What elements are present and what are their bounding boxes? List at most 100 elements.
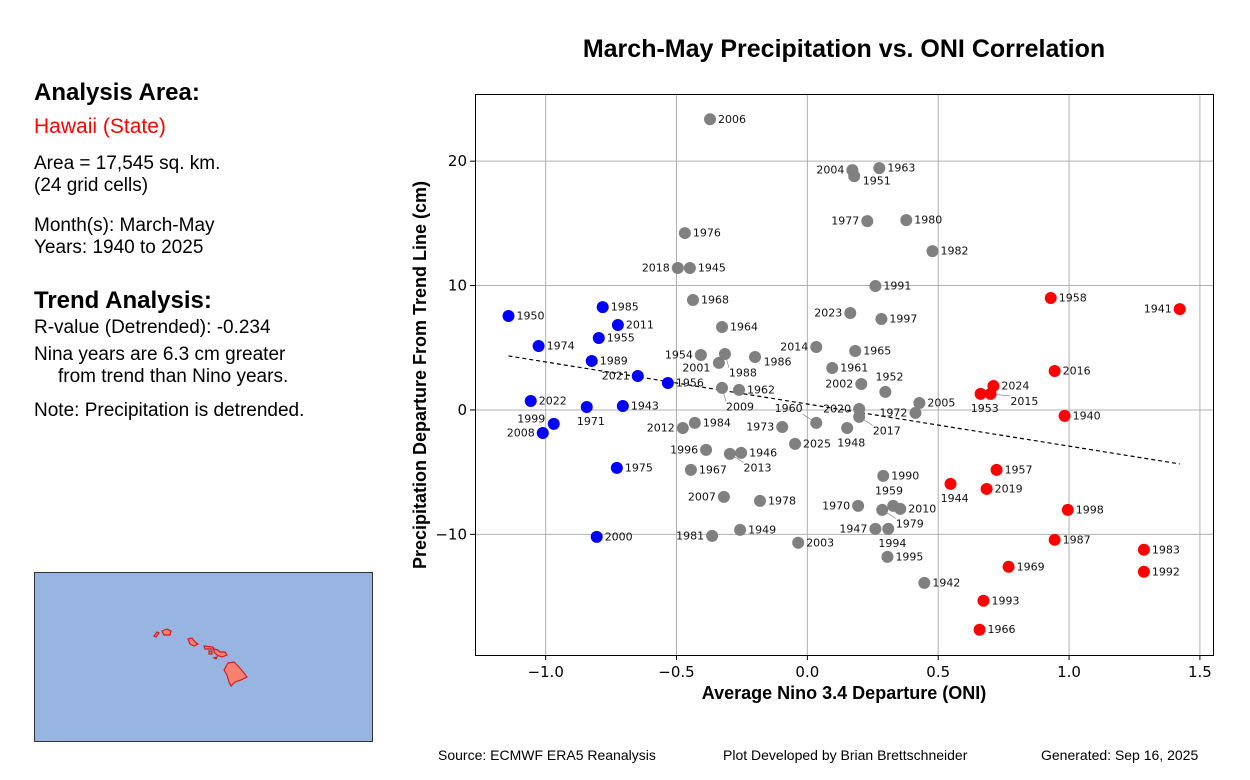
data-point-2008: [536, 426, 549, 439]
point-label-1989: 1989: [600, 354, 628, 367]
data-point-2005: [913, 396, 926, 409]
data-point-1953: [974, 387, 987, 400]
data-point-2014: [810, 341, 823, 354]
data-point-1969: [1002, 560, 1015, 573]
data-point-1941: [1173, 303, 1186, 316]
point-label-1961: 1961: [840, 362, 868, 375]
point-label-1971: 1971: [577, 415, 605, 428]
data-point-1943: [616, 399, 629, 412]
point-label-2010: 2010: [908, 502, 936, 515]
point-label-1956: 1956: [676, 376, 704, 389]
nina-nino-difference-line1: Nina years are 6.3 cm greater: [34, 344, 286, 365]
data-point-2025: [789, 437, 802, 450]
x-tick-label: 1.5: [1188, 663, 1212, 681]
data-point-2019: [980, 482, 993, 495]
point-label-2018: 2018: [642, 262, 670, 275]
data-point-2007: [717, 490, 730, 503]
data-point-1986: [749, 350, 762, 363]
chart-title: March-May Precipitation vs. ONI Correlat…: [583, 35, 1105, 63]
point-label-1962: 1962: [747, 383, 775, 396]
data-point-1979: [876, 503, 889, 516]
credit-note: Plot Developed by Brian Brettschneider: [723, 747, 968, 763]
data-point-1952: [879, 385, 892, 398]
data-point-1942: [918, 576, 931, 589]
point-label-1977: 1977: [831, 215, 859, 228]
point-label-1941: 1941: [1144, 303, 1172, 316]
data-point-1999: [547, 417, 560, 430]
hawaii-islands: [153, 628, 248, 688]
data-point-1993: [977, 594, 990, 607]
point-label-1960: 1960: [775, 402, 803, 415]
nina-nino-difference-line2: from trend than Nino years.: [58, 366, 289, 387]
island-kahoolawe: [212, 655, 219, 660]
area-name: Hawaii (State): [34, 115, 166, 138]
point-label-1943: 1943: [631, 399, 659, 412]
data-point-1990: [877, 469, 890, 482]
data-point-1949: [734, 523, 747, 536]
point-label-2020: 2020: [823, 402, 851, 415]
data-point-1978: [753, 494, 766, 507]
data-point-1965: [849, 344, 862, 357]
point-label-1972: 1972: [879, 406, 907, 419]
trend-analysis-heading: Trend Analysis:: [34, 287, 212, 314]
point-label-1955: 1955: [607, 332, 635, 345]
data-point-1967: [684, 463, 697, 476]
point-label-1988: 1988: [729, 367, 757, 380]
data-point-1985: [596, 301, 609, 314]
data-point-2002: [855, 377, 868, 390]
point-label-2013: 2013: [743, 462, 771, 475]
data-point-1963: [873, 162, 886, 175]
x-axis-label: Average Nino 3.4 Departure (ONI): [702, 683, 986, 703]
data-point-1961: [826, 362, 839, 375]
data-point-2017: [853, 410, 866, 423]
point-label-1967: 1967: [699, 463, 727, 476]
data-points: [502, 113, 1186, 636]
y-tick-label: −10: [435, 525, 467, 543]
axis-ticks: −1.0 −0.5 0.0 0.5 1.0 1.5 −10 0 10 20: [435, 152, 1212, 681]
point-label-2011: 2011: [626, 318, 654, 331]
data-point-1975: [610, 461, 623, 474]
data-point-1996: [700, 443, 713, 456]
point-label-1987: 1987: [1063, 533, 1091, 546]
data-point-1991: [869, 280, 882, 293]
point-label-1963: 1963: [887, 162, 915, 175]
point-label-1991: 1991: [883, 280, 911, 293]
data-point-1944: [944, 477, 957, 490]
data-point-1977: [861, 215, 874, 228]
data-point-1980: [900, 214, 913, 227]
data-point-2023: [844, 307, 857, 320]
data-point-1998: [1061, 503, 1074, 516]
point-label-2001: 2001: [682, 362, 710, 375]
data-point-2010: [894, 502, 907, 515]
data-point-1982: [926, 245, 939, 258]
point-label-2021: 2021: [602, 369, 630, 382]
point-label-1951: 1951: [863, 175, 891, 188]
point-label-1994: 1994: [878, 537, 906, 550]
data-point-2001: [712, 356, 725, 369]
y-axis-label: Precipitation Departure From Trend Line …: [410, 181, 430, 569]
point-labels: 1950 1974 1975 2000 2006 1982 1976 1968 1991 1964…: [507, 113, 1180, 636]
point-label-1968: 1968: [701, 293, 729, 306]
point-label-2015: 2015: [1010, 395, 1038, 408]
data-point-2012: [676, 421, 689, 434]
trend-line-group: [508, 355, 1180, 465]
data-point-1974: [532, 340, 545, 353]
data-point-1968: [686, 293, 699, 306]
point-label-1998: 1998: [1076, 503, 1104, 516]
trend-line: [508, 355, 1180, 465]
x-tick-label: 0.5: [926, 663, 950, 681]
point-label-2000: 2000: [605, 530, 633, 543]
point-label-1959: 1959: [875, 485, 903, 498]
point-label-2002: 2002: [825, 377, 853, 390]
data-point-2009: [716, 381, 729, 394]
y-tick-label: 10: [448, 277, 467, 295]
plot-frame: [475, 94, 1214, 656]
r-value: R-value (Detrended): -0.234: [34, 317, 271, 338]
area-size: Area = 17,545 sq. km.: [34, 153, 221, 174]
data-point-1962: [733, 383, 746, 396]
point-label-1993: 1993: [991, 594, 1019, 607]
point-label-2006: 2006: [718, 113, 746, 126]
data-point-1987: [1048, 533, 1061, 546]
data-point-1984: [688, 416, 701, 429]
point-label-1995: 1995: [895, 550, 923, 563]
